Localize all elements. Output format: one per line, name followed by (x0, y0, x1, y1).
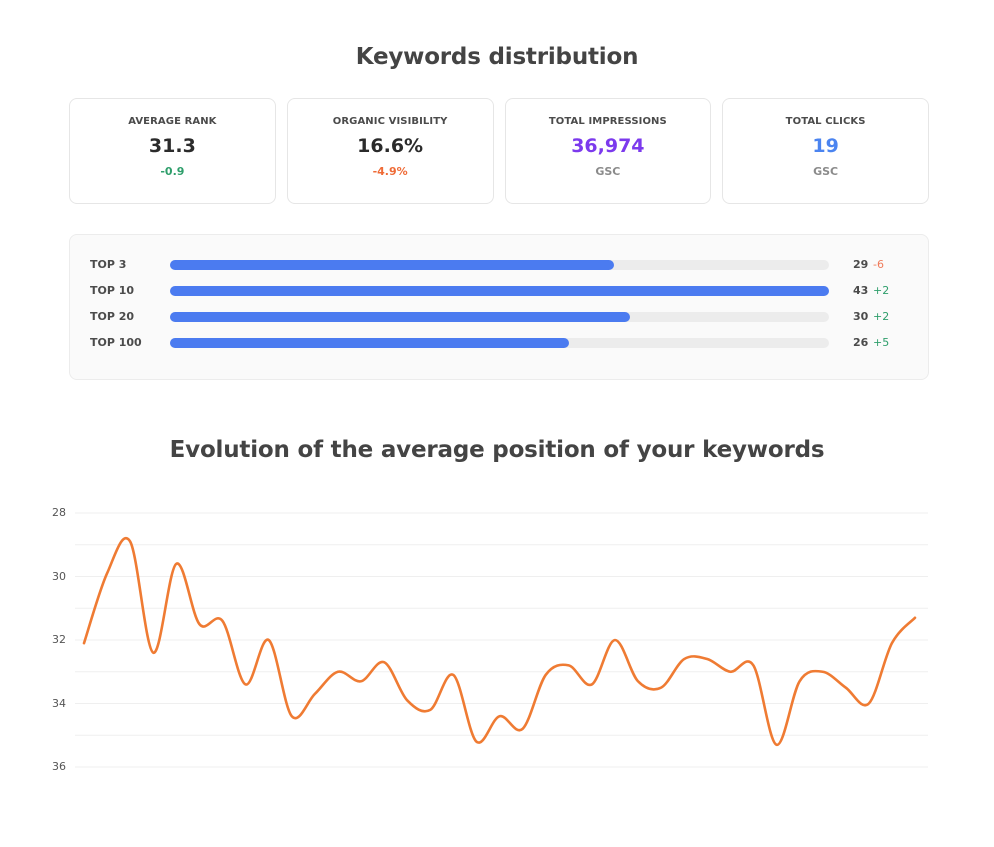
row-count: 29 (853, 258, 869, 271)
progress-track (170, 338, 829, 348)
row-delta: +5 (873, 336, 890, 349)
row-label: TOP 20 (90, 310, 135, 323)
distribution-row: TOP 100 26 +5 (70, 335, 928, 361)
card-value: 19 (812, 135, 839, 157)
card-label: TOTAL IMPRESSIONS (548, 116, 667, 127)
distribution-row: TOP 20 30 +2 (70, 309, 928, 335)
row-count: 26 (853, 336, 869, 349)
card-value: 31.3 (148, 135, 196, 157)
card-delta: -0.9 (160, 165, 185, 178)
distribution-row: TOP 10 43 +2 (70, 283, 928, 309)
chart-plot-area (75, 512, 928, 768)
card-source: GSC (595, 165, 621, 178)
card-source: GSC (813, 165, 839, 178)
metric-cards: AVERAGE RANK 31.3 -0.9 ORGANIC VISIBILIT… (69, 98, 929, 204)
row-count: 43 (853, 284, 869, 297)
y-tick-label: 34 (52, 696, 66, 710)
y-tick-label: 28 (52, 506, 66, 519)
keywords-distribution-title: Keywords distribution (355, 44, 639, 70)
card-average-rank: AVERAGE RANK 31.3 -0.9 (69, 98, 276, 204)
distribution-row: TOP 3 29 -6 (70, 257, 928, 283)
progress-fill (170, 338, 569, 348)
card-label: AVERAGE RANK (128, 116, 217, 127)
row-delta: +2 (873, 310, 890, 323)
progress-fill (170, 286, 829, 296)
card-total-impressions: TOTAL IMPRESSIONS 36,974 GSC (504, 98, 712, 204)
card-organic-visibility: ORGANIC VISIBILITY 16.6% -4.9% (286, 98, 494, 204)
row-count: 30 (853, 310, 869, 323)
progress-track (170, 312, 829, 322)
row-delta: -6 (873, 258, 884, 271)
progress-track (170, 260, 829, 270)
row-delta: +2 (873, 284, 890, 297)
row-label: TOP 3 (90, 258, 127, 271)
row-label: TOP 100 (90, 336, 142, 349)
distribution-panel: TOP 3 29 -6 TOP 10 43 +2 TOP 20 30 +2 TO… (69, 234, 929, 380)
y-tick-label: 32 (52, 633, 66, 646)
card-value: 36,974 (571, 135, 645, 157)
evolution-chart-title: Evolution of the average position of you… (169, 437, 825, 463)
average-position-line-chart: 28 30 32 34 36 (0, 490, 994, 790)
card-label: TOTAL CLICKS (785, 116, 866, 127)
average-position-line (82, 537, 917, 747)
progress-fill (170, 312, 630, 322)
card-value: 16.6% (357, 135, 424, 157)
card-label: ORGANIC VISIBILITY (332, 116, 448, 127)
y-tick-label: 36 (52, 760, 66, 773)
y-tick-label: 30 (52, 569, 66, 583)
row-label: TOP 10 (90, 284, 135, 297)
card-total-clicks: TOTAL CLICKS 19 GSC (722, 98, 929, 204)
card-delta: -4.9% (372, 165, 408, 178)
progress-track (170, 286, 829, 296)
progress-fill (170, 260, 615, 270)
